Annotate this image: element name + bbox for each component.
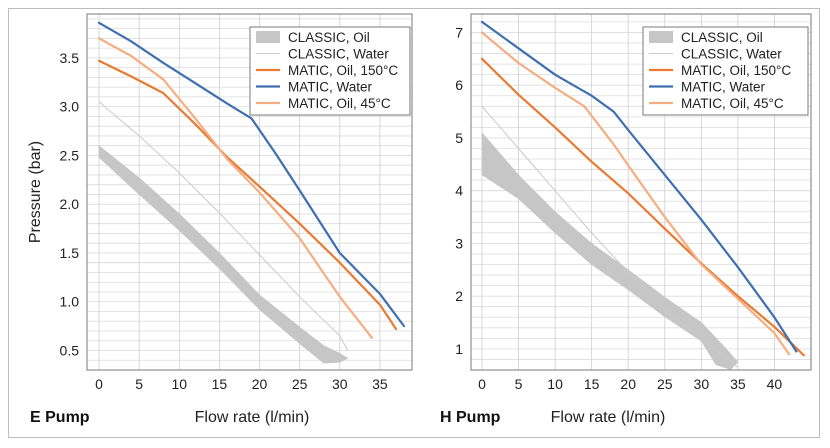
x-tick-label: 25: [292, 376, 308, 392]
x-tick-label: 15: [584, 376, 600, 392]
x-tick-label: 10: [171, 376, 187, 392]
y-tick-label: 0.5: [60, 342, 80, 358]
x-tick-label: 20: [252, 376, 268, 392]
x-tick-label: 5: [515, 376, 523, 392]
x-tick-label: 0: [95, 376, 103, 392]
legend-entry-label: CLASSIC, Oil: [681, 30, 763, 45]
series-line-matic-oil-150-c: [480, 57, 805, 357]
series-line-matic-water: [97, 21, 406, 328]
legend-entry-label: CLASSIC, Water: [288, 47, 389, 62]
x-axis-label: Flow rate (l/min): [551, 409, 666, 426]
legend-entry-label: MATIC, Oil, 150°C: [288, 63, 398, 78]
x-tick-label: 35: [372, 376, 388, 392]
y-tick-label: 7: [455, 24, 463, 40]
legend-swatch: [649, 31, 673, 43]
x-axis-label: Flow rate (l/min): [195, 409, 310, 426]
x-tick-label: 30: [332, 376, 348, 392]
y-tick-label: 3.5: [60, 50, 80, 66]
y-tick-label: 2.5: [60, 147, 80, 163]
legend-entry-label: MATIC, Oil, 150°C: [681, 63, 791, 78]
y-axis-label: Pressure (bar): [27, 141, 44, 243]
chart-panel-1: 0.5 1.0 1.5 2.0 2.5 3.0 3.5 0 5 10 15 20 25 30 35 Flow …: [27, 13, 413, 426]
x-tick-label: 25: [657, 376, 673, 392]
x-tick-label: 35: [730, 376, 746, 392]
x-tick-label: 5: [135, 376, 143, 392]
series-line-matic-oil-150-c: [97, 59, 398, 331]
legend-entry-label: MATIC, Water: [288, 80, 373, 95]
x-tick-label: 15: [212, 376, 228, 392]
y-tick-label: 2.0: [60, 196, 80, 212]
y-tick-label: 6: [455, 77, 463, 93]
series-line-classic-water: [98, 101, 349, 351]
legend-entry-label: MATIC, Water: [681, 80, 766, 95]
legend-entry-label: MATIC, Oil, 45°C: [681, 96, 784, 111]
y-tick-label: 5: [455, 130, 463, 146]
plot-border: [470, 13, 812, 371]
x-tick-label: 40: [767, 376, 783, 392]
series-group: [480, 20, 805, 370]
series-line-matic-oil-45-c: [97, 37, 373, 339]
panel-label: E Pump: [30, 409, 90, 426]
series-band-classic-oil: [98, 145, 349, 364]
legend-entry-label: MATIC, Oil, 45°C: [288, 96, 391, 111]
x-tick-label: 10: [547, 376, 563, 392]
series-line-matic-oil-45-c: [480, 31, 791, 356]
legend-entry-label: CLASSIC, Oil: [288, 30, 370, 45]
y-tick-label: 1: [455, 341, 463, 357]
x-tick-label: 20: [620, 376, 636, 392]
y-tick-label: 4: [455, 183, 463, 199]
figure-border: [8, 8, 820, 438]
y-tick-label: 1.0: [60, 294, 80, 310]
panel-label: H Pump: [440, 409, 501, 426]
y-tick-label: 3.0: [60, 99, 80, 115]
y-tick-label: 3: [455, 235, 463, 251]
series-line-matic-water: [480, 20, 798, 353]
y-tick-label: 1.5: [60, 245, 80, 261]
series-group: [97, 21, 406, 364]
x-tick-label: 0: [478, 376, 486, 392]
y-tick-label: 2: [455, 288, 463, 304]
legend-swatch: [256, 31, 280, 43]
series-line-classic-water: [481, 105, 739, 368]
legend-entry-label: CLASSIC, Water: [681, 47, 782, 62]
plot-border: [86, 13, 413, 371]
x-tick-label: 30: [694, 376, 710, 392]
chart-panel-2: 1 2 3 4 5 6 7 0 5 10 15 20 25 30 35 40 Flow rate (l/min)…: [440, 13, 812, 426]
